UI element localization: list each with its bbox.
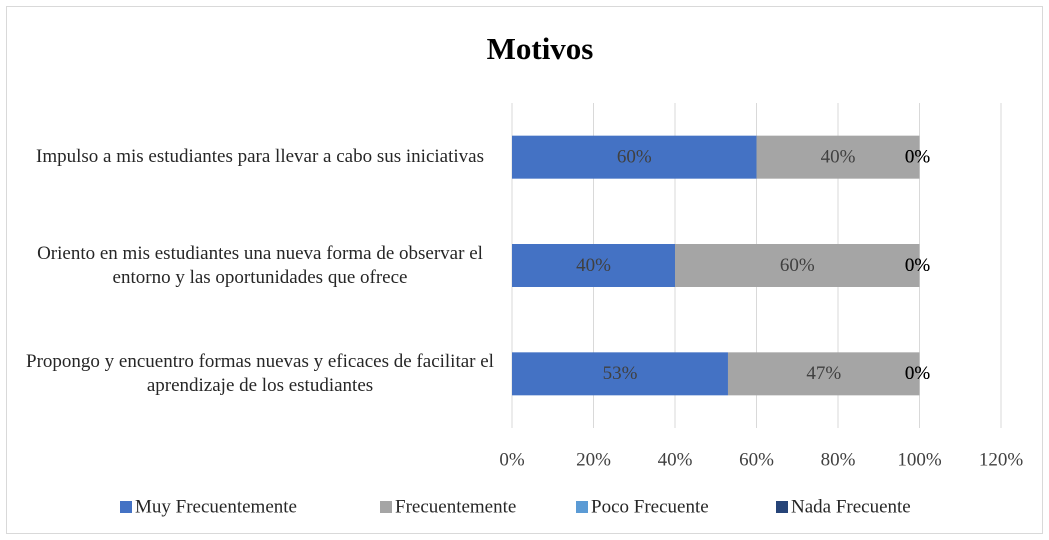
x-tick-label: 120% [979, 449, 1024, 470]
data-label: 0% [905, 363, 931, 384]
legend-swatch [776, 501, 788, 513]
bar-segment [727, 352, 920, 396]
legend-swatch [380, 501, 392, 513]
data-label: 0% [905, 147, 931, 168]
x-tick-label: 100% [897, 449, 942, 470]
bar-segment [512, 244, 675, 287]
data-label: 40% [821, 147, 856, 168]
data-label: 60% [617, 147, 652, 168]
data-label: 0% [905, 147, 931, 168]
data-label: 40% [576, 255, 611, 276]
legend-label: Nada Frecuente [791, 496, 911, 517]
x-tick-label: 80% [821, 449, 856, 470]
bar-segment [675, 244, 920, 287]
data-label: 53% [603, 363, 638, 384]
bar-segment [512, 135, 757, 179]
x-tick-label: 0% [499, 449, 525, 470]
data-label: 0% [905, 363, 931, 384]
bar-segment [512, 352, 728, 396]
data-label: 47% [806, 363, 841, 384]
data-label: 0% [905, 255, 931, 276]
legend-swatch [120, 501, 132, 513]
legend-label: Muy Frecuentemente [135, 496, 297, 517]
category-label: Impulso a mis estudiantes para llevar a … [36, 146, 484, 168]
data-label: 0% [905, 255, 931, 276]
x-tick-label: 40% [658, 449, 693, 470]
chart-border [6, 6, 1043, 534]
category-label: Propongo y encuentro formas nuevas y efi… [26, 350, 494, 396]
x-tick-label: 60% [739, 449, 774, 470]
chart-title: Motivos [487, 31, 594, 66]
category-label: Oriento en mis estudiantes una nueva for… [37, 242, 483, 288]
bar-segment [756, 135, 920, 179]
data-label: 60% [780, 255, 815, 276]
legend-label: Frecuentemente [395, 496, 516, 517]
legend-label: Poco Frecuente [591, 496, 709, 517]
x-tick-label: 20% [576, 449, 611, 470]
legend-swatch [576, 501, 588, 513]
